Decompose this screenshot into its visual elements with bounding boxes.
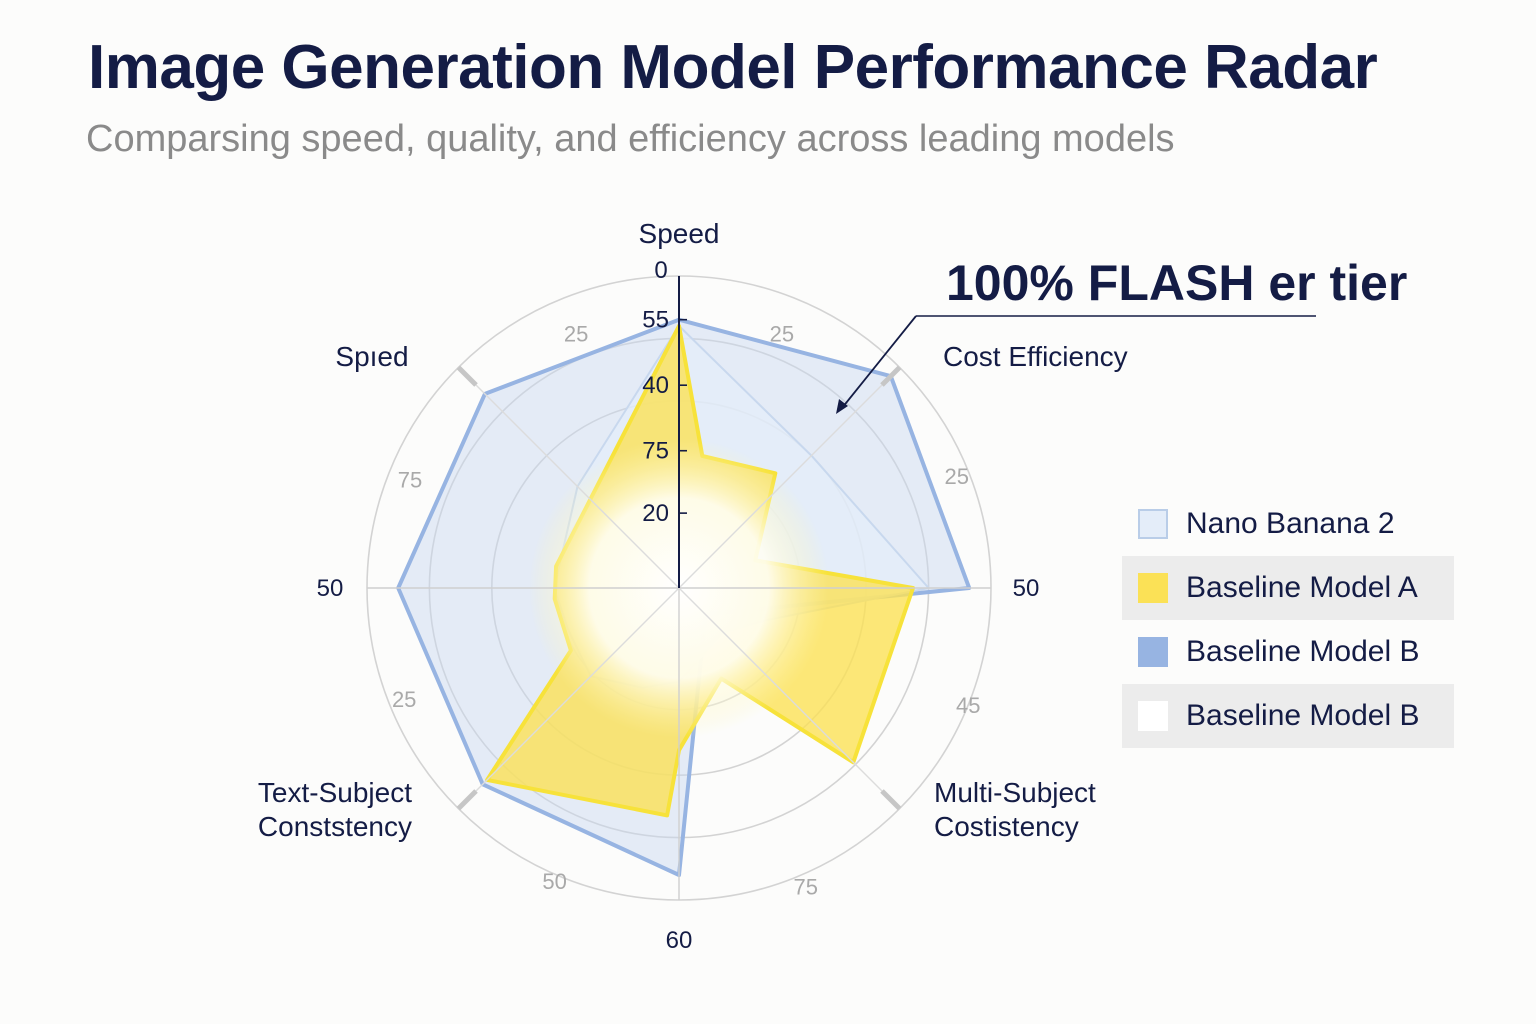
spoke-end-tick-bottom: 60 bbox=[666, 927, 693, 954]
ring-tick-label: 25 bbox=[392, 687, 416, 712]
spoke-cap-45 bbox=[880, 365, 902, 387]
axis-label-text-subject-consistency: Text-Subject Conststency bbox=[258, 777, 412, 842]
ring-tick-label: 45 bbox=[956, 693, 980, 718]
legend-item-nano-banana-2[interactable]: Nano Banana 2 bbox=[1122, 492, 1454, 556]
spoke-135 bbox=[678, 587, 901, 810]
spoke-225 bbox=[457, 587, 680, 810]
spoke-end-tick-top: 0 bbox=[654, 257, 667, 284]
ring-tick-label: 75 bbox=[794, 875, 818, 900]
vertical-tick-label: 55 bbox=[642, 307, 669, 334]
legend: Nano Banana 2 Baseline Model A Baseline … bbox=[1122, 492, 1454, 748]
spoke-cap-315 bbox=[456, 365, 478, 387]
spoke-315 bbox=[457, 366, 680, 589]
axis-label-cost-efficiency: Cost Efficiency bbox=[943, 341, 1128, 372]
page-title: Image Generation Model Performance Radar bbox=[88, 33, 1378, 102]
ring-tick-label: 25 bbox=[944, 464, 968, 489]
vertical-tick-label: 40 bbox=[642, 372, 669, 399]
legend-item-baseline-model-b[interactable]: Baseline Model B bbox=[1122, 620, 1454, 684]
spoke-cap-225 bbox=[456, 789, 478, 811]
ring-tick-label: 50 bbox=[542, 869, 566, 894]
axis-label-spied: Spıed bbox=[335, 341, 408, 372]
callout-arrowhead bbox=[836, 399, 848, 414]
axis-label-speed: Speed bbox=[639, 218, 720, 249]
spoke-end-tick-left: 50 bbox=[317, 575, 344, 602]
ring-tick-label: 75 bbox=[398, 467, 422, 492]
callout-leader bbox=[841, 315, 917, 409]
legend-label: Baseline Model B bbox=[1186, 699, 1420, 732]
vertical-tick-label: 75 bbox=[642, 438, 669, 465]
legend-label: Nano Banana 2 bbox=[1186, 507, 1395, 540]
callout-text: 100% FLASH er tier bbox=[946, 255, 1407, 311]
legend-swatch bbox=[1138, 701, 1168, 731]
spoke-45 bbox=[678, 366, 901, 589]
legend-label: Baseline Model B bbox=[1186, 635, 1420, 668]
legend-label: Baseline Model A bbox=[1186, 571, 1418, 604]
legend-swatch bbox=[1138, 573, 1168, 603]
legend-swatch bbox=[1138, 509, 1168, 539]
legend-item-baseline-model-b-alt[interactable]: Baseline Model B bbox=[1122, 684, 1454, 748]
page-subtitle: Comparsing speed, quality, and efficienc… bbox=[86, 118, 1175, 160]
legend-swatch bbox=[1138, 637, 1168, 667]
vertical-axis-ticks: 55 40 75 20 bbox=[642, 307, 687, 527]
ring-tick-label: 25 bbox=[770, 321, 794, 346]
spoke-cap-135 bbox=[880, 789, 902, 811]
spoke-end-tick-right: 50 bbox=[1013, 575, 1040, 602]
legend-item-baseline-model-a[interactable]: Baseline Model A bbox=[1122, 556, 1454, 620]
vertical-tick-label: 20 bbox=[642, 500, 669, 527]
ring-tick-label: 25 bbox=[564, 321, 588, 346]
radar-spokes bbox=[367, 276, 991, 900]
ring-ticks: 25 25 75 25 25 45 50 75 bbox=[392, 321, 981, 899]
axis-label-multi-subject-consistency: Multi-Subject Costistency bbox=[934, 777, 1096, 842]
